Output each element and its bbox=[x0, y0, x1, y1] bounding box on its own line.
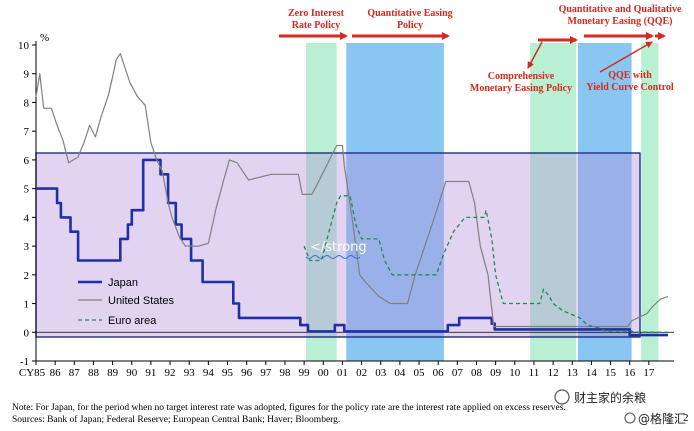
y-tick-label-7: 6 bbox=[24, 155, 30, 167]
x-tick-label-6: 91 bbox=[145, 367, 156, 379]
x-tick-label-26: 11 bbox=[529, 367, 540, 379]
watermark: 财主家的余粮 @格隆汇 2 bbox=[554, 389, 689, 426]
overlay-text: </strong bbox=[310, 240, 367, 255]
watermark-text-2: @格隆汇 bbox=[638, 411, 686, 426]
y-tick-label-10: 9 bbox=[24, 69, 30, 81]
y-tick-label-2: 1 bbox=[24, 299, 30, 311]
annotation-qqe: Quantitative and Qualitative Monetary Ea… bbox=[527, 4, 682, 73]
series-line-japan bbox=[36, 158, 668, 337]
x-tick-label-28: 13 bbox=[567, 367, 579, 379]
annotation-zirp: Zero Interest Rate Policy bbox=[279, 8, 348, 40]
period-band-4 bbox=[641, 43, 659, 361]
x-tick-label-0: CY85 bbox=[19, 367, 46, 379]
x-tick-label-8: 93 bbox=[184, 367, 196, 379]
x-tick-label-1: 86 bbox=[50, 367, 62, 379]
y-tick-label-0: -1 bbox=[20, 356, 29, 368]
watermark-text: 财主家的余粮 bbox=[574, 390, 646, 405]
annotation-qqe-line2: Monetary Easing (QQE) bbox=[568, 16, 673, 27]
x-tick-label-22: 07 bbox=[452, 367, 464, 379]
series-line-united-states bbox=[35, 53, 669, 328]
x-tick-label-25: 10 bbox=[509, 367, 521, 379]
y-tick-label-1: 0 bbox=[24, 327, 30, 339]
x-tick-label-4: 89 bbox=[107, 367, 119, 379]
x-tick-label-29: 14 bbox=[586, 367, 598, 379]
x-tick-label-15: 00 bbox=[318, 367, 330, 379]
x-tick-label-14: 99 bbox=[299, 367, 311, 379]
y-tick-label-11: 10 bbox=[18, 40, 30, 52]
x-tick-label-32: 17 bbox=[643, 367, 655, 379]
annotation-qqe-line1: Quantitative and Qualitative bbox=[559, 4, 682, 15]
page-number: 2 bbox=[683, 412, 689, 424]
watermark-icon-2 bbox=[624, 412, 636, 424]
x-tick-label-17: 02 bbox=[356, 367, 367, 379]
annotation-ycc-pointer bbox=[599, 41, 653, 73]
x-tick-label-27: 12 bbox=[548, 367, 559, 379]
legend-label-us: United States bbox=[108, 295, 175, 307]
purple-highlight-box bbox=[35, 152, 641, 338]
legend: Japan United States Euro area bbox=[78, 277, 175, 327]
x-tick-label-2: 87 bbox=[69, 367, 81, 379]
y-tick-label-9: 8 bbox=[24, 97, 30, 109]
annotation-ycc: QQE with Yield Curve Control bbox=[586, 70, 673, 93]
annotation-ycc-line1: QQE with bbox=[608, 70, 652, 81]
x-tick-label-19: 04 bbox=[394, 367, 406, 379]
x-tick-label-5: 90 bbox=[126, 367, 138, 379]
x-tick-label-12: 97 bbox=[260, 367, 272, 379]
period-band-3 bbox=[577, 43, 632, 361]
x-tick-label-16: 01 bbox=[337, 367, 348, 379]
x-tick-label-30: 15 bbox=[605, 367, 617, 379]
x-tick-label-20: 05 bbox=[414, 367, 426, 379]
x-tick-label-7: 92 bbox=[165, 367, 176, 379]
annotation-qe: Quantitative Easing Policy bbox=[352, 8, 453, 40]
footnote: Note: For Japan, for the period when no … bbox=[12, 403, 566, 413]
overlay-underline bbox=[305, 255, 361, 259]
x-tick-label-18: 03 bbox=[375, 367, 387, 379]
x-tick-label-24: 09 bbox=[490, 367, 502, 379]
y-tick-label-5: 4 bbox=[24, 212, 30, 224]
x-tick-label-3: 88 bbox=[88, 367, 100, 379]
legend-label-euro: Euro area bbox=[108, 315, 157, 327]
sources: Sources: Bank of Japan; Federal Reserve;… bbox=[12, 415, 341, 425]
annotation-ycc-line2: Yield Curve Control bbox=[586, 82, 673, 93]
period-band-1 bbox=[346, 43, 444, 361]
annotation-zirp-line2: Rate Policy bbox=[292, 20, 341, 31]
y-tick-label-6: 5 bbox=[24, 184, 30, 196]
annotation-qe-line2: Policy bbox=[397, 20, 423, 31]
annotation-cme-line1: Comprehensive bbox=[488, 71, 555, 82]
annotation-cme-pointer bbox=[527, 41, 543, 69]
wechat-icon bbox=[554, 389, 570, 405]
annotation-zirp-line1: Zero Interest bbox=[288, 8, 345, 19]
legend-label-japan: Japan bbox=[108, 277, 138, 289]
x-tick-label-11: 96 bbox=[241, 367, 253, 379]
x-tick-label-21: 06 bbox=[433, 367, 445, 379]
series-line-euro-area bbox=[303, 195, 668, 333]
x-tick-label-9: 94 bbox=[203, 367, 215, 379]
x-tick-label-23: 08 bbox=[471, 367, 483, 379]
annotation-cme: Comprehensive Monetary Easing Policy bbox=[470, 71, 572, 94]
series-lines bbox=[35, 53, 669, 337]
period-band-0 bbox=[306, 43, 337, 361]
y-tick-label-8: 7 bbox=[24, 126, 30, 138]
x-tick-label-10: 95 bbox=[222, 367, 234, 379]
y-axis-unit: % bbox=[40, 32, 49, 44]
policy-period-bands bbox=[306, 43, 659, 361]
y-tick-label-3: 2 bbox=[24, 270, 30, 282]
x-tick-label-13: 98 bbox=[279, 367, 291, 379]
annotation-cme-line2: Monetary Easing Policy bbox=[470, 83, 572, 94]
period-band-2 bbox=[530, 43, 577, 361]
annotation-qe-line1: Quantitative Easing bbox=[367, 8, 452, 19]
y-tick-label-4: 3 bbox=[24, 241, 30, 253]
x-tick-label-31: 16 bbox=[624, 367, 636, 379]
